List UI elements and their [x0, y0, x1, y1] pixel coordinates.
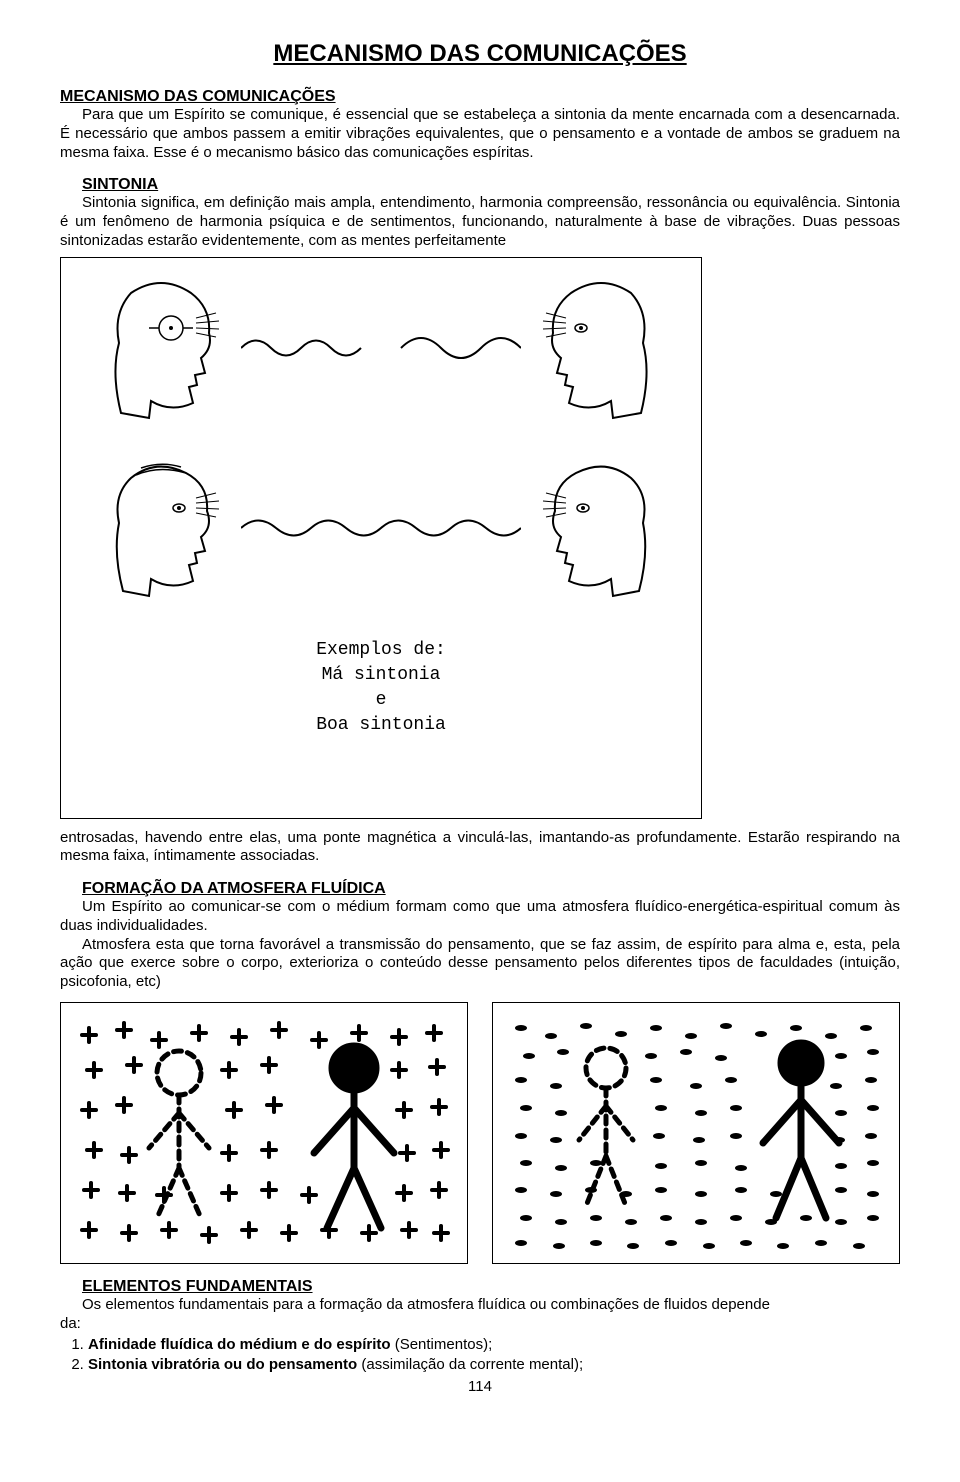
head-left-top-icon — [101, 273, 231, 423]
figure1-caption-line3: e — [316, 688, 446, 713]
head-left-bottom-icon — [101, 453, 231, 603]
figure-sintonia: Exemplos de: Má sintonia e Boa sintonia — [60, 257, 702, 819]
list-item: Afinidade fluídica do médium e do espíri… — [88, 1335, 900, 1355]
section4-heading: ELEMENTOS FUNDAMENTAIS — [82, 1278, 900, 1296]
section2b-para: entrosadas, havendo entre elas, uma pont… — [60, 829, 900, 867]
head-right-bottom-icon — [531, 453, 661, 603]
list-item: Sintonia vibratória ou do pensamento (as… — [88, 1355, 900, 1375]
section4-list: Afinidade fluídica do médium e do espíri… — [60, 1335, 900, 1374]
dash-field-icon — [501, 1008, 891, 1258]
figure-fluid-plus — [60, 1002, 468, 1264]
wave-bad-icon — [241, 333, 521, 363]
section1-para: Para que um Espírito se comunique, é ess… — [60, 106, 900, 162]
figure-fluid-dash — [492, 1002, 900, 1264]
section4-intro: Os elementos fundamentais para a formaçã… — [60, 1296, 900, 1315]
figure1-caption-line2: Má sintonia — [316, 663, 446, 688]
section2-heading: SINTONIA — [82, 176, 900, 194]
wave-good-icon — [241, 513, 521, 543]
figure1-caption: Exemplos de: Má sintonia e Boa sintonia — [316, 638, 446, 739]
section1-heading: MECANISMO DAS COMUNICAÇÕES — [60, 88, 900, 106]
section2-para: Sintonia significa, em definição mais am… — [60, 194, 900, 250]
page-number: 114 — [60, 1378, 900, 1395]
figure1-caption-line4: Boa sintonia — [316, 713, 446, 738]
section4-intro2: da: — [60, 1315, 900, 1334]
figure1-caption-line1: Exemplos de: — [316, 638, 446, 663]
plus-field-icon — [69, 1008, 459, 1258]
section3-para2: Atmosfera esta que torna favorável a tra… — [60, 936, 900, 992]
head-right-top-icon — [531, 273, 661, 423]
section3-para1: Um Espírito ao comunicar-se com o médium… — [60, 898, 900, 936]
section3-heading: FORMAÇÃO DA ATMOSFERA FLUÍDICA — [82, 880, 900, 898]
page-title: MECANISMO DAS COMUNICAÇÕES — [60, 40, 900, 68]
